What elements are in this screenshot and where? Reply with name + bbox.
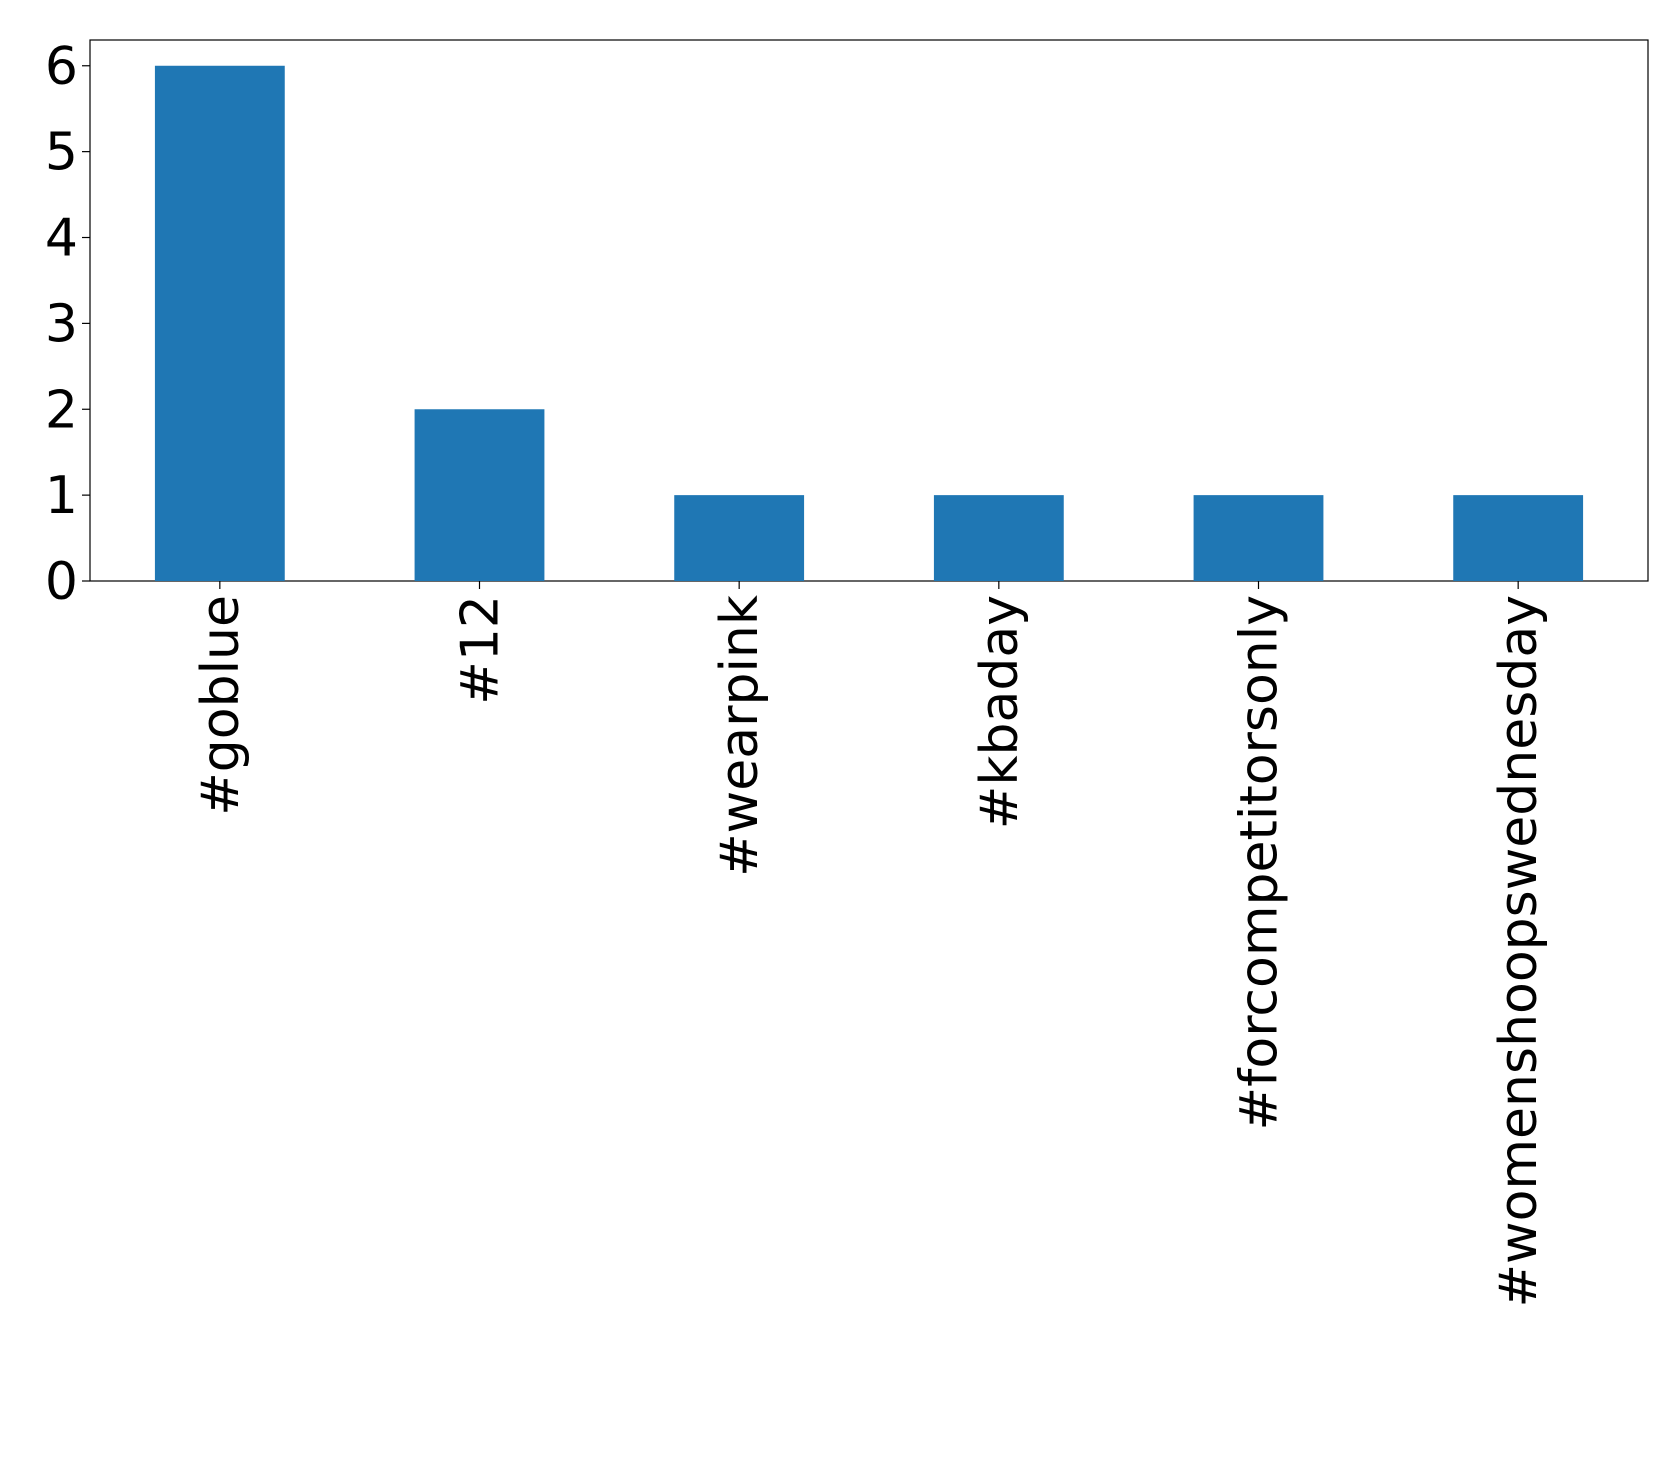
y-tick-label: 4 [45,209,78,269]
bar [933,495,1064,581]
x-tick-label: #womenshoopswednesday [1489,595,1549,1308]
x-tick-label: #12 [451,595,511,705]
y-tick-label: 2 [45,380,78,440]
bar [1453,495,1584,581]
x-tick-label: #forcompetitorsonly [1230,595,1290,1131]
x-tick-label: #goblue [191,595,251,816]
bar [674,495,805,581]
y-tick-label: 5 [45,123,78,183]
bar [414,409,545,581]
bar [154,65,285,581]
bar [1193,495,1324,581]
y-tick-label: 3 [45,294,78,354]
y-tick-label: 6 [45,37,78,97]
y-tick-label: 1 [45,466,78,526]
axes-frame [89,39,1649,582]
x-tick-label: #wearpink [710,595,770,877]
y-tick-label: 0 [45,552,78,612]
x-tick-label: #kbaday [970,595,1030,829]
